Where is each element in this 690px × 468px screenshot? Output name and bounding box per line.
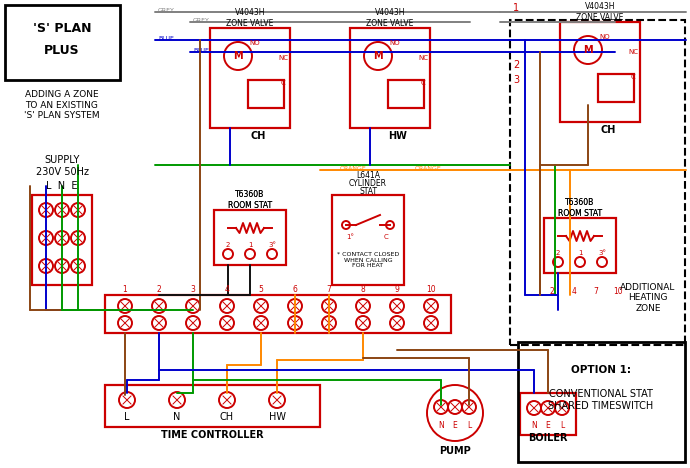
Text: L  N  E: L N E [46, 181, 78, 191]
Text: CH: CH [600, 125, 615, 135]
Text: 3: 3 [513, 75, 519, 85]
Bar [32, 195, 92, 285]
Text: 2: 2 [226, 242, 230, 248]
Text: 4: 4 [571, 287, 576, 297]
Text: OPTION 1:: OPTION 1: [571, 365, 631, 375]
Text: M: M [233, 51, 243, 61]
Bar [520, 393, 576, 435]
Bar [350, 28, 430, 128]
Text: E: E [453, 421, 457, 430]
Text: C: C [421, 80, 425, 86]
Text: 3: 3 [190, 285, 195, 294]
Text: ORANGE: ORANGE [340, 166, 367, 170]
Text: M: M [583, 45, 593, 55]
Text: V4043H
ZONE VALVE: V4043H ZONE VALVE [366, 8, 414, 28]
Text: SUPPLY: SUPPLY [44, 155, 79, 165]
Text: 2: 2 [157, 285, 161, 294]
Text: CH: CH [250, 131, 266, 141]
Bar [5, 5, 120, 80]
Text: 9: 9 [395, 285, 400, 294]
Text: NC: NC [628, 49, 638, 55]
Text: T6360B
ROOM STAT: T6360B ROOM STAT [558, 198, 602, 218]
Text: 10: 10 [426, 285, 436, 294]
Text: N: N [438, 421, 444, 430]
Text: 3°: 3° [268, 242, 276, 248]
Text: 6: 6 [293, 285, 297, 294]
Bar [214, 210, 286, 265]
Text: BLUE: BLUE [193, 47, 209, 52]
Text: 2: 2 [550, 287, 554, 297]
Bar [560, 22, 640, 122]
Text: 4: 4 [224, 285, 230, 294]
Text: NO: NO [250, 40, 260, 46]
Text: BLUE: BLUE [158, 36, 174, 41]
Text: HW: HW [268, 412, 286, 422]
Text: T6360B
ROOM STAT: T6360B ROOM STAT [228, 190, 272, 210]
Text: GREY: GREY [158, 7, 175, 13]
Bar [518, 342, 685, 462]
Bar [210, 28, 290, 128]
Text: V4043H
ZONE VALVE: V4043H ZONE VALVE [576, 2, 624, 22]
Text: NC: NC [418, 55, 428, 61]
Text: CYLINDER: CYLINDER [349, 178, 387, 188]
Text: 7: 7 [326, 285, 331, 294]
Text: T6360B
ROOM STAT: T6360B ROOM STAT [228, 190, 272, 210]
Text: PLUS: PLUS [44, 44, 80, 57]
Text: ORANGE: ORANGE [415, 166, 442, 170]
Text: STAT: STAT [359, 187, 377, 196]
Text: 10: 10 [613, 287, 623, 297]
Text: ADDITIONAL
HEATING
ZONE: ADDITIONAL HEATING ZONE [620, 283, 676, 313]
Text: 'S' PLAN: 'S' PLAN [32, 22, 91, 35]
Text: E: E [546, 421, 551, 430]
Text: C: C [384, 234, 388, 240]
Text: L: L [560, 421, 564, 430]
Text: 7: 7 [593, 287, 598, 297]
Bar [388, 80, 424, 108]
Text: 230V 50Hz: 230V 50Hz [35, 167, 88, 177]
Bar [598, 74, 634, 102]
Text: TIME CONTROLLER: TIME CONTROLLER [161, 430, 264, 440]
Text: NC: NC [278, 55, 288, 61]
Text: N: N [531, 421, 537, 430]
Text: V4043H
ZONE VALVE: V4043H ZONE VALVE [226, 8, 274, 28]
Bar [544, 218, 616, 273]
Text: 2: 2 [513, 60, 520, 70]
Text: CH: CH [220, 412, 234, 422]
Bar [105, 295, 451, 333]
Text: * CONTACT CLOSED
WHEN CALLING
FOR HEAT: * CONTACT CLOSED WHEN CALLING FOR HEAT [337, 252, 399, 268]
Text: CONVENTIONAL STAT
SHARED TIMESWITCH: CONVENTIONAL STAT SHARED TIMESWITCH [549, 389, 653, 411]
Text: 1: 1 [123, 285, 128, 294]
Text: 1°: 1° [346, 234, 354, 240]
Text: T6360B
ROOM STAT: T6360B ROOM STAT [558, 198, 602, 218]
Text: HW: HW [388, 131, 407, 141]
Text: N: N [173, 412, 181, 422]
Text: 1: 1 [578, 250, 582, 256]
Text: NO: NO [600, 34, 611, 40]
Text: PUMP: PUMP [439, 446, 471, 456]
Text: BOILER: BOILER [529, 433, 568, 443]
Text: ADDING A ZONE
TO AN EXISTING
'S' PLAN SYSTEM: ADDING A ZONE TO AN EXISTING 'S' PLAN SY… [24, 90, 100, 120]
Bar [105, 385, 320, 427]
Text: L641A: L641A [356, 170, 380, 180]
Text: C: C [281, 80, 286, 86]
Text: 8: 8 [361, 285, 366, 294]
Text: C: C [631, 74, 635, 80]
Text: 3°: 3° [598, 250, 606, 256]
Text: 1: 1 [513, 3, 519, 13]
Bar [332, 195, 404, 285]
Text: L: L [124, 412, 130, 422]
Bar [510, 20, 685, 345]
Text: L: L [467, 421, 471, 430]
Text: M: M [373, 51, 383, 61]
Text: 2: 2 [556, 250, 560, 256]
Text: NO: NO [390, 40, 400, 46]
Text: GREY: GREY [193, 17, 210, 22]
Text: 5: 5 [259, 285, 264, 294]
Text: 1: 1 [248, 242, 253, 248]
Bar [248, 80, 284, 108]
